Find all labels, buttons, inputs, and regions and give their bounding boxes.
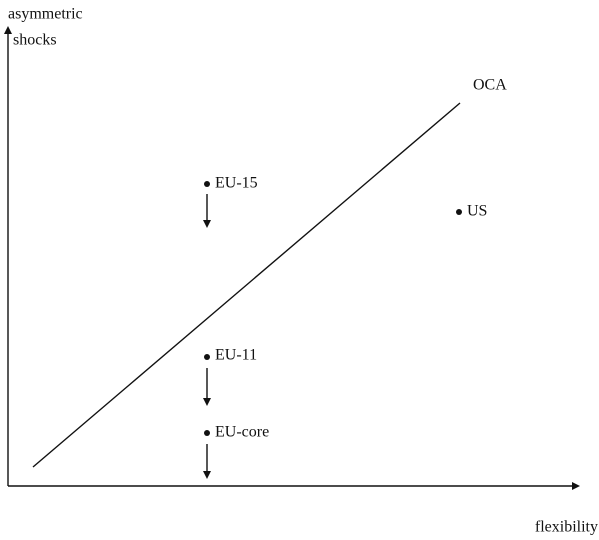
point-label: US (467, 203, 487, 220)
x-axis-label: flexibility (535, 519, 598, 536)
y-axis-label: shocks (13, 32, 57, 49)
point (204, 354, 210, 360)
point-label: EU-11 (215, 347, 257, 364)
oca-line (32, 102, 461, 468)
y-axis-label: asymmetric (8, 6, 83, 23)
point-label: EU-core (215, 424, 269, 441)
point (456, 209, 462, 215)
oca-label: OCA (473, 77, 507, 94)
point (204, 430, 210, 436)
point-label: EU-15 (215, 175, 258, 192)
point (204, 181, 210, 187)
